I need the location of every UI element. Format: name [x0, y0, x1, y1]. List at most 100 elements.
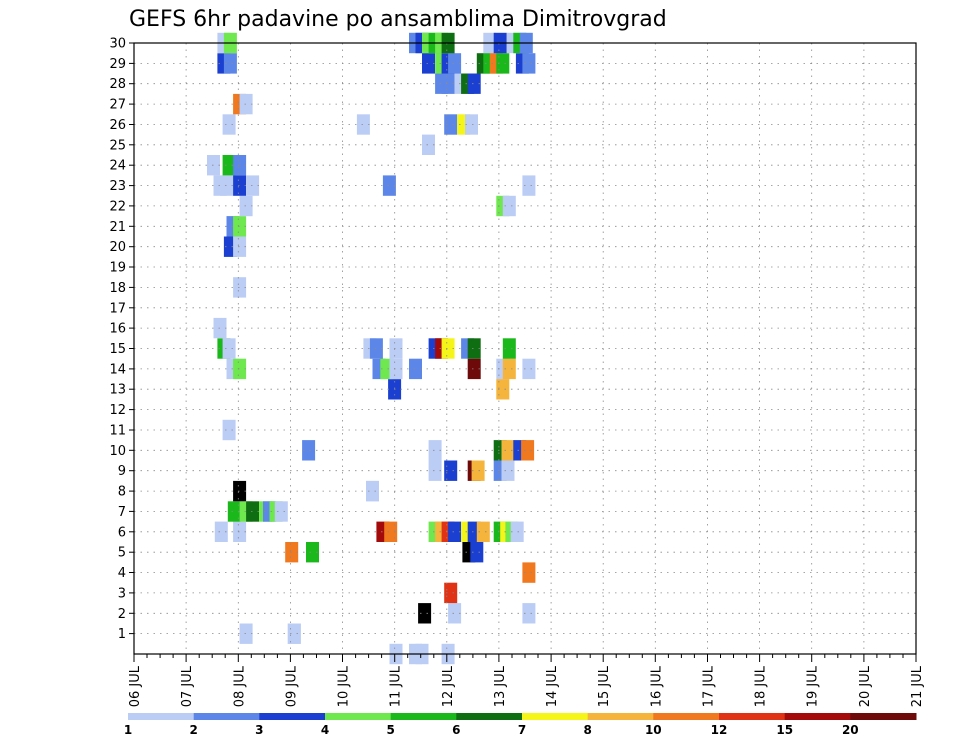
colorbar-label: 3 [255, 723, 263, 737]
data-cell [233, 358, 247, 380]
data-cell [222, 419, 236, 441]
data-cell [496, 53, 510, 74]
data-cell [233, 155, 247, 176]
data-cell [471, 460, 485, 481]
data-cell [448, 521, 462, 542]
data-cell [214, 521, 228, 542]
y-tick-label: 5 [118, 546, 126, 561]
colorbar-label: 10 [645, 723, 662, 737]
data-cell [409, 358, 422, 380]
x-tick-label: 10 JUL [337, 665, 352, 707]
data-cell [239, 195, 253, 217]
data-cell [274, 501, 288, 522]
y-tick-label: 25 [109, 138, 126, 153]
data-cell [428, 440, 442, 461]
x-tick-label: 16 JUL [649, 665, 664, 707]
colorbar-label: 1 [124, 723, 132, 737]
grid-lines [134, 42, 916, 654]
y-tick-label: 8 [118, 485, 126, 500]
data-cell [470, 542, 484, 563]
colorbar: 1 2 3 4 5 6 7 8 10 12 15 20 [124, 713, 917, 737]
data-cell [306, 542, 319, 563]
colorbar-swatch [850, 713, 917, 720]
data-cell [369, 338, 383, 359]
data-cell [285, 542, 299, 563]
data-cell [422, 134, 435, 155]
chart-title: GEFS 6hr padavine po ansamblima Dimitrov… [129, 7, 667, 32]
y-axis: 1234567891011121314151617181920212223242… [109, 37, 134, 642]
y-tick-label: 16 [109, 322, 126, 337]
data-cell [233, 480, 247, 502]
data-cell [418, 603, 432, 624]
data-cells [207, 32, 536, 665]
colorbar-label: 5 [387, 723, 395, 737]
x-tick-label: 06 JUL [128, 665, 143, 707]
y-tick-label: 3 [118, 586, 126, 601]
data-cell [222, 338, 236, 359]
data-cell [239, 623, 253, 644]
colorbar-swatch [719, 713, 786, 720]
data-cell [246, 175, 260, 196]
data-cell [222, 155, 236, 176]
colorbar-swatch [390, 713, 457, 720]
y-tick-label: 13 [109, 383, 126, 398]
data-cell [502, 195, 516, 217]
x-tick-label: 13 JUL [493, 665, 508, 707]
data-cell [356, 114, 370, 135]
data-cell [465, 114, 478, 135]
y-tick-label: 12 [109, 403, 126, 418]
data-cell [223, 53, 237, 74]
x-tick-label: 09 JUL [284, 665, 299, 707]
colorbar-swatch [522, 713, 589, 720]
y-tick-label: 7 [118, 505, 126, 520]
data-cell [444, 114, 458, 135]
y-tick-label: 10 [109, 444, 126, 459]
colorbar-swatch [587, 713, 654, 720]
colorbar-label: 20 [842, 723, 859, 737]
y-tick-label: 18 [109, 281, 126, 296]
data-cell [233, 521, 247, 542]
data-cell [467, 73, 481, 94]
y-tick-label: 11 [109, 424, 126, 439]
y-tick-label: 15 [109, 342, 126, 357]
data-cell [522, 603, 536, 624]
data-cell [502, 338, 516, 359]
x-tick-label: 12 JUL [441, 665, 456, 707]
data-cell [501, 460, 515, 481]
y-tick-label: 1 [118, 627, 126, 642]
data-cell [441, 338, 455, 359]
data-cell [476, 521, 490, 542]
y-tick-label: 27 [109, 98, 126, 113]
data-cell [384, 521, 398, 542]
colorbar-swatch [128, 713, 195, 720]
data-cell [428, 460, 442, 481]
y-tick-label: 26 [109, 118, 126, 133]
data-cell [467, 358, 481, 380]
y-tick-label: 29 [109, 57, 126, 72]
data-cell [246, 501, 260, 522]
y-tick-label: 9 [118, 464, 126, 479]
colorbar-label: 4 [321, 723, 329, 737]
colorbar-label: 7 [518, 723, 526, 737]
data-cell [510, 521, 524, 542]
x-tick-label: 17 JUL [702, 665, 717, 707]
colorbar-swatch [653, 713, 720, 720]
data-cell [222, 114, 236, 135]
data-cell [233, 236, 247, 257]
y-tick-label: 4 [118, 566, 126, 581]
y-tick-label: 14 [109, 362, 126, 377]
data-cell [233, 175, 247, 196]
colorbar-swatch [193, 713, 260, 720]
data-cell [522, 53, 536, 74]
data-cell [233, 277, 247, 298]
data-cell [522, 358, 536, 380]
x-axis: 06 JUL 07 JUL 08 JUL 09 JUL 10 JUL 11 JUL 12 J… [128, 654, 925, 707]
x-tick-label: 07 JUL [180, 665, 195, 707]
data-cell [227, 501, 241, 522]
colorbar-label: 12 [711, 723, 728, 737]
data-cell [522, 175, 536, 196]
y-tick-label: 22 [109, 199, 126, 214]
data-cell [422, 53, 435, 74]
colorbar-swatch [784, 713, 851, 720]
